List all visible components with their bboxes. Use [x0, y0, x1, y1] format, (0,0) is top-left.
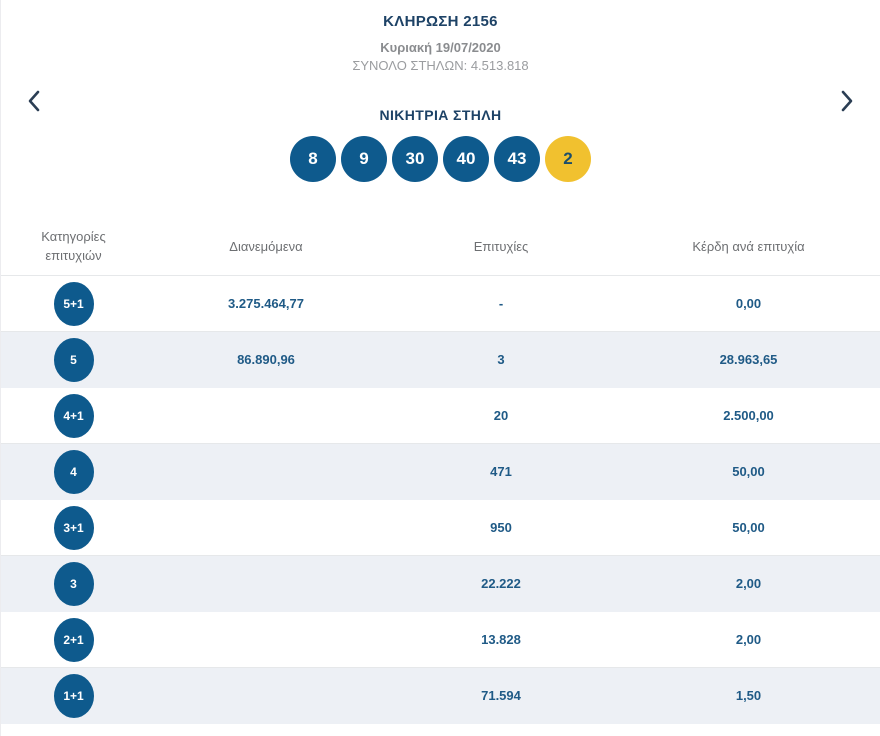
- category-badge: 3+1: [53, 505, 94, 550]
- winning-numbers: 8 9 30 40 43 2: [1, 136, 880, 182]
- category-badge: 5: [53, 337, 94, 382]
- table-row: 4 471 50,00: [1, 444, 880, 500]
- draw-header: ΚΛΗΡΩΣΗ 2156 Κυριακή 19/07/2020 ΣΥΝΟΛΟ Σ…: [1, 0, 880, 73]
- header-categories: Κατηγορίες επιτυχιών: [41, 229, 106, 263]
- table-row: 3 22.222 2,00: [1, 556, 880, 612]
- prize-value: 1,50: [735, 688, 762, 703]
- winners-value: 22.222: [481, 576, 521, 591]
- prize-table-body: 5+1 3.275.464,77 - 0,00 5 86.890,96 3 28…: [1, 276, 880, 724]
- table-row: 4+1 20 2.500,00: [1, 388, 880, 444]
- prize-value: 0,00: [735, 296, 762, 311]
- category-badge: 2+1: [53, 617, 94, 662]
- winners-value: -: [498, 296, 504, 311]
- table-row: 1+1 71.594 1,50: [1, 668, 880, 724]
- winners-value: 13.828: [481, 632, 521, 647]
- winning-number-ball: 9: [341, 136, 387, 182]
- table-row: 5 86.890,96 3 28.963,65: [1, 332, 880, 388]
- winners-value: 20: [493, 408, 509, 423]
- winning-number-ball: 40: [443, 136, 489, 182]
- category-badge: 1+1: [53, 673, 94, 718]
- winners-value: 471: [490, 464, 512, 479]
- category-badge: 4: [53, 449, 94, 494]
- table-row: 2+1 13.828 2,00: [1, 612, 880, 668]
- joker-number-ball: 2: [545, 136, 591, 182]
- header-distributed: Διανεμόμενα: [229, 239, 303, 254]
- table-row: 5+1 3.275.464,77 - 0,00: [1, 276, 880, 332]
- distributed-value: 86.890,96: [237, 352, 295, 367]
- distributed-value: 3.275.464,77: [228, 296, 304, 311]
- prize-value: 2,00: [735, 632, 762, 647]
- prize-value: 50,00: [732, 464, 765, 479]
- chevron-right-icon: [840, 90, 854, 112]
- prize-table-header-row: Κατηγορίες επιτυχιών Διανεμόμενα Επιτυχί…: [1, 218, 880, 276]
- draw-date: Κυριακή 19/07/2020: [380, 40, 501, 55]
- prize-value: 50,00: [732, 520, 765, 535]
- draw-title: ΚΛΗΡΩΣΗ 2156: [383, 13, 498, 30]
- category-badge: 3: [53, 561, 94, 606]
- category-badge: 4+1: [53, 393, 94, 438]
- chevron-left-icon: [27, 90, 41, 112]
- prize-table: Κατηγορίες επιτυχιών Διανεμόμενα Επιτυχί…: [1, 218, 880, 724]
- previous-draw-button[interactable]: [21, 88, 47, 114]
- winners-value: 3: [497, 352, 505, 367]
- winners-value: 950: [490, 520, 512, 535]
- prize-value: 28.963,65: [719, 352, 778, 367]
- header-winners: Επιτυχίες: [473, 239, 529, 254]
- winning-number-ball: 30: [392, 136, 438, 182]
- winning-number-ball: 43: [494, 136, 540, 182]
- prize-value: 2,00: [735, 576, 762, 591]
- category-badge: 5+1: [53, 281, 94, 326]
- winning-number-ball: 8: [290, 136, 336, 182]
- header-prize: Κέρδη ανά επιτυχία: [692, 239, 805, 254]
- prize-value: 2.500,00: [723, 408, 774, 423]
- next-draw-button[interactable]: [834, 88, 860, 114]
- table-row: 3+1 950 50,00: [1, 500, 880, 556]
- winners-value: 71.594: [481, 688, 521, 703]
- total-columns: ΣΥΝΟΛΟ ΣΤΗΛΩΝ: 4.513.818: [352, 58, 529, 73]
- winning-column-title: ΝΙΚΗΤΡΙΑ ΣΤΗΛΗ: [379, 107, 502, 123]
